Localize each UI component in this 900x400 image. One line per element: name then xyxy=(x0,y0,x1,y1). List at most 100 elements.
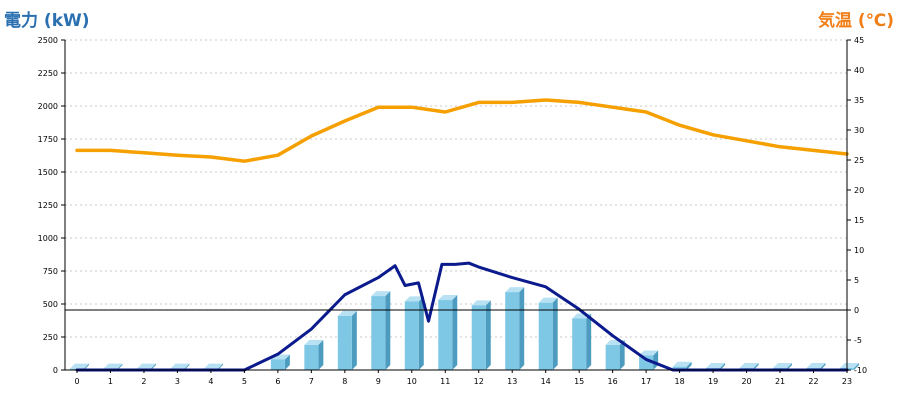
bar-top xyxy=(471,300,491,306)
x-tick-label: 20 xyxy=(741,377,751,386)
right-tick-label: 35 xyxy=(854,96,864,105)
x-tick-label: 6 xyxy=(275,377,280,386)
bar-top xyxy=(806,363,826,369)
left-tick-label: 0 xyxy=(53,366,58,375)
bar-top xyxy=(639,350,659,356)
left-tick-label: 500 xyxy=(43,300,58,309)
right-tick-label: -5 xyxy=(854,336,862,345)
bar-top xyxy=(70,363,89,369)
bar xyxy=(572,318,587,370)
bar-top xyxy=(371,291,391,297)
bar-top xyxy=(170,363,190,369)
x-tick-label: 22 xyxy=(808,377,818,386)
right-tick-label: 30 xyxy=(854,126,864,135)
left-tick-label: 250 xyxy=(43,333,58,342)
bar-top xyxy=(337,310,357,316)
bar xyxy=(404,301,419,370)
left-tick-label: 1250 xyxy=(38,201,58,210)
left-tick-label: 2500 xyxy=(38,36,58,45)
bar-side xyxy=(586,313,592,370)
grid-lines xyxy=(65,39,847,338)
temperature-line xyxy=(75,98,849,163)
bar xyxy=(639,355,654,370)
bar-side xyxy=(318,339,324,370)
bar-side xyxy=(385,291,391,370)
bar xyxy=(471,305,486,370)
axes: 02505007501000125015001750200022502500-1… xyxy=(38,36,867,386)
right-tick-label: 25 xyxy=(854,156,864,165)
right-tick-label: 40 xyxy=(854,66,864,75)
bar xyxy=(672,366,687,370)
bar-side xyxy=(418,296,424,370)
bar-side xyxy=(217,363,223,370)
right-tick-label: -10 xyxy=(854,366,867,375)
x-tick-label: 17 xyxy=(641,377,651,386)
bar-top xyxy=(404,296,424,302)
right-tick-label: 0 xyxy=(854,306,859,315)
bar-top xyxy=(438,295,458,301)
bar xyxy=(438,300,453,370)
bar xyxy=(538,302,553,370)
bar-side xyxy=(753,363,759,370)
bar xyxy=(505,292,520,370)
bar xyxy=(337,315,352,370)
x-tick-label: 8 xyxy=(342,377,347,386)
bar-side xyxy=(619,339,625,370)
x-tick-label: 3 xyxy=(175,377,180,386)
x-tick-label: 13 xyxy=(507,377,517,386)
x-tick-label: 4 xyxy=(208,377,213,386)
x-tick-label: 2 xyxy=(141,377,146,386)
left-tick-label: 2250 xyxy=(38,69,58,78)
bar-top xyxy=(672,361,692,367)
bar-top xyxy=(538,297,558,303)
x-tick-label: 5 xyxy=(242,377,247,386)
bar-side xyxy=(485,300,491,370)
bar xyxy=(270,359,285,370)
left-tick-label: 1750 xyxy=(38,135,58,144)
bar-top xyxy=(773,363,793,369)
x-tick-label: 1 xyxy=(108,377,113,386)
bar xyxy=(304,344,319,370)
bar-side xyxy=(117,363,123,370)
x-tick-label: 16 xyxy=(608,377,618,386)
bar-side xyxy=(720,363,726,370)
x-tick-label: 18 xyxy=(675,377,685,386)
bar-top xyxy=(304,339,324,345)
left-tick-label: 1000 xyxy=(38,234,58,243)
x-tick-label: 10 xyxy=(407,377,417,386)
data-lines xyxy=(75,98,849,372)
bar-side xyxy=(150,363,156,370)
bar-side xyxy=(519,287,525,370)
x-tick-label: 19 xyxy=(708,377,718,386)
bar-top xyxy=(739,363,759,369)
bar xyxy=(371,296,386,370)
bar xyxy=(605,344,620,370)
x-tick-label: 23 xyxy=(842,377,852,386)
bar-side xyxy=(452,295,458,370)
x-tick-label: 15 xyxy=(574,377,584,386)
bar-top xyxy=(203,363,223,369)
x-tick-label: 12 xyxy=(474,377,484,386)
right-tick-label: 10 xyxy=(854,246,864,255)
bar-top xyxy=(840,363,859,369)
x-tick-label: 11 xyxy=(440,377,450,386)
bar-side xyxy=(854,363,859,370)
right-tick-label: 15 xyxy=(854,216,864,225)
left-axis-title: 電力 (kW) xyxy=(4,11,90,31)
right-tick-label: 20 xyxy=(854,186,864,195)
right-tick-label: 5 xyxy=(854,276,859,285)
x-tick-label: 14 xyxy=(541,377,551,386)
bar-top xyxy=(136,363,156,369)
left-tick-label: 1500 xyxy=(38,168,58,177)
x-tick-label: 0 xyxy=(74,377,79,386)
bar-side xyxy=(184,363,190,370)
power-line xyxy=(75,261,849,372)
x-tick-label: 9 xyxy=(376,377,381,386)
bar-side xyxy=(552,297,558,370)
x-tick-label: 7 xyxy=(309,377,314,386)
bar-side xyxy=(820,363,826,370)
left-tick-label: 2000 xyxy=(38,102,58,111)
bar-side xyxy=(351,310,357,370)
bar-side xyxy=(686,361,692,370)
